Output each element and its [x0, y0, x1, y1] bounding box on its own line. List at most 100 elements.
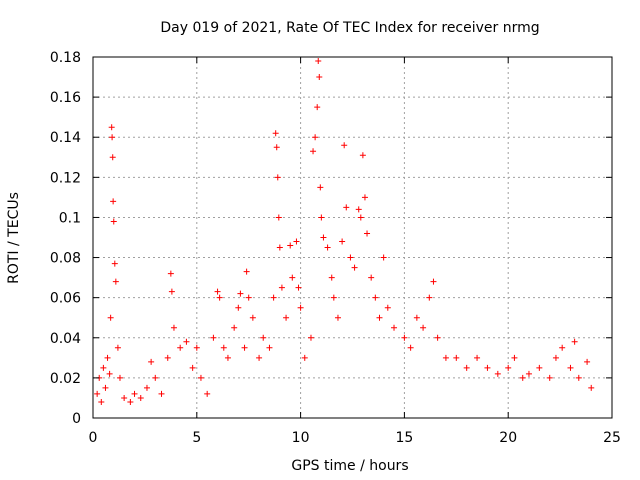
data-point [384, 304, 391, 311]
y-tick-label: 0 [72, 411, 81, 427]
data-point [143, 384, 150, 391]
data-point [197, 374, 204, 381]
data-point [316, 74, 323, 81]
data-point [273, 144, 280, 151]
x-tick-label: 0 [89, 430, 98, 446]
data-point [270, 294, 277, 301]
data-point [536, 364, 543, 371]
data-point [318, 214, 325, 221]
data-point [114, 344, 121, 351]
data-point [168, 288, 175, 295]
data-point [559, 344, 566, 351]
data-point [110, 198, 117, 205]
y-axis-title: ROTI / TECUs [6, 192, 22, 284]
data-point [330, 294, 337, 301]
chart-title: Day 019 of 2021, Rate Of TEC Index for r… [160, 20, 539, 36]
data-point [108, 124, 115, 131]
data-point [505, 364, 512, 371]
y-tick-label: 0.14 [50, 130, 81, 146]
y-tick-label: 0.02 [50, 371, 81, 387]
data-point [102, 384, 109, 391]
data-point [474, 354, 481, 361]
data-point [525, 370, 532, 377]
data-points [94, 58, 595, 405]
data-point [275, 214, 282, 221]
data-point [317, 184, 324, 191]
x-axis-title: GPS time / hours [291, 458, 408, 474]
data-point [235, 304, 242, 311]
data-point [283, 314, 290, 321]
data-point [372, 294, 379, 301]
data-point [289, 274, 296, 281]
y-tick-label: 0.1 [59, 210, 81, 226]
data-point [368, 274, 375, 281]
data-point [324, 244, 331, 251]
data-point [584, 358, 591, 365]
y-tick-label: 0.18 [50, 50, 81, 66]
data-point [351, 264, 358, 271]
y-tick-label: 0.06 [50, 291, 81, 307]
data-point [278, 284, 285, 291]
data-point [463, 364, 470, 371]
data-point [216, 294, 223, 301]
y-axis-ticks: 0 0.02 0.04 0.06 0.08 0.1 0.12 0.14 0.16 0.18 [50, 50, 612, 427]
data-point [434, 334, 441, 341]
data-point [127, 398, 134, 405]
grid-lines [93, 57, 612, 418]
y-tick-label: 0.16 [50, 90, 81, 106]
data-point [164, 354, 171, 361]
data-point [567, 364, 574, 371]
data-point [256, 354, 263, 361]
data-point [137, 394, 144, 401]
data-point [357, 214, 364, 221]
x-tick-label: 25 [603, 430, 621, 446]
data-point [413, 314, 420, 321]
data-point [307, 334, 314, 341]
x-tick-label: 20 [499, 430, 517, 446]
data-point [249, 314, 256, 321]
data-point [426, 294, 433, 301]
data-point [442, 354, 449, 361]
data-point [100, 364, 107, 371]
data-point [571, 338, 578, 345]
data-point [314, 104, 321, 111]
data-point [241, 344, 248, 351]
data-point [112, 278, 119, 285]
data-point [111, 260, 118, 267]
data-point [339, 238, 346, 245]
data-point [116, 374, 123, 381]
data-point [315, 58, 322, 65]
data-point [158, 390, 165, 397]
data-point [104, 354, 111, 361]
data-point [237, 290, 244, 297]
data-point [359, 152, 366, 159]
data-point [276, 244, 283, 251]
data-point [245, 294, 252, 301]
y-tick-label: 0.12 [50, 170, 81, 186]
data-point [376, 314, 383, 321]
data-point [121, 394, 128, 401]
data-point [401, 334, 408, 341]
data-point [210, 334, 217, 341]
x-axis-ticks: 0 5 10 15 20 25 [89, 57, 621, 446]
data-point [183, 338, 190, 345]
data-point [453, 354, 460, 361]
data-point [110, 218, 117, 225]
plot-frame [92, 56, 613, 419]
data-point [484, 364, 491, 371]
data-point [494, 370, 501, 377]
data-point [364, 230, 371, 237]
data-point [214, 288, 221, 295]
data-point [420, 324, 427, 331]
data-point [204, 390, 211, 397]
data-point [355, 206, 362, 213]
data-point [391, 324, 398, 331]
data-point [109, 134, 116, 141]
data-point [148, 358, 155, 365]
data-point [152, 374, 159, 381]
data-point [407, 344, 414, 351]
data-point [295, 284, 302, 291]
data-point [334, 314, 341, 321]
data-point [297, 304, 304, 311]
